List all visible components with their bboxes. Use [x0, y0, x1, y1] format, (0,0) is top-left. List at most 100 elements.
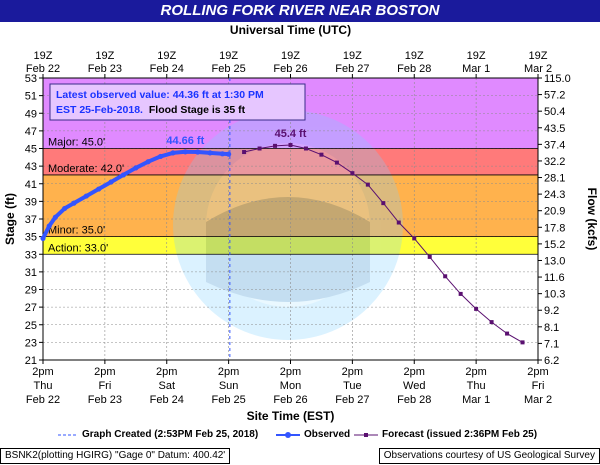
x-tick-label-date: Feb 25 [212, 394, 246, 406]
x-tick-label-day: Mon [280, 380, 301, 392]
flood-label-action: Action: 33.0' [48, 242, 108, 254]
observed-point [219, 151, 226, 157]
x-tick-label-date: Mar 1 [462, 394, 490, 406]
x-tick-label-date: Feb 26 [273, 394, 307, 406]
y-tick-label: 23 [25, 337, 37, 349]
flow-tick-label: 13.0 [544, 255, 565, 267]
x-top-label-date: Feb 22 [26, 63, 60, 75]
chart-title: ROLLING FORK RIVER NEAR BOSTON [0, 0, 600, 22]
x-top-label-date: Feb 27 [335, 63, 369, 75]
forecast-point [288, 142, 293, 147]
y-tick-label: 27 [25, 302, 37, 314]
forecast-peak-label: 45.4 ft [275, 128, 307, 140]
x-top-label-date: Feb 26 [273, 63, 307, 75]
observed-point [108, 179, 114, 185]
flow-tick-label: 7.1 [544, 338, 559, 350]
x-tick-label-time: 2pm [94, 366, 115, 378]
info-line-2: EST 25-Feb-2018. Flood Stage is 35 ft [56, 104, 246, 116]
y-tick-label: 49 [25, 108, 37, 120]
top-axis-title: Universal Time (UTC) [230, 23, 351, 37]
x-top-label-time: 19Z [405, 50, 424, 62]
flood-label-moderate: Moderate: 42.0' [48, 163, 124, 175]
flow-tick-label: 15.2 [544, 239, 565, 251]
x-tick-label-day: Wed [403, 380, 425, 392]
x-tick-label-day: Thu [467, 380, 486, 392]
observed-point [71, 200, 77, 206]
forecast-point [334, 160, 339, 165]
hydrograph-chart: 21 23 25 27 29 31 33 35 37 39 41 43 45 47 49 51 53 6.2 7.1… [3, 23, 599, 423]
legend-row: Graph Created (2:53PM Feb 25, 2018) Obse… [0, 426, 600, 444]
flow-tick-label: 17.8 [544, 222, 565, 234]
forecast-point [412, 236, 417, 241]
forecast-point [489, 320, 494, 325]
observed-point [120, 172, 127, 178]
x-tick-label-day: Sat [158, 380, 175, 392]
flow-tick-label: 50.4 [544, 106, 565, 118]
x-tick-label-day: Sun [219, 380, 239, 392]
x-tick-label-time: 2pm [527, 366, 548, 378]
flow-tick-label: 57.2 [544, 90, 565, 102]
forecast-point [273, 143, 278, 148]
y-tick-label: 51 [25, 91, 37, 103]
x-tick-label-date: Feb 28 [397, 394, 431, 406]
x-top-label-time: 19Z [343, 50, 362, 62]
x-top-label-date: Mar 1 [462, 63, 490, 75]
forecast-point [303, 146, 308, 151]
info-line-1: Latest observed value: 44.36 ft at 1:30 … [56, 89, 264, 101]
forecast-point [427, 254, 432, 259]
y-tick-label: 47 [25, 126, 37, 138]
x-top-label-time: 19Z [281, 50, 300, 62]
x-tick-label-time: 2pm [32, 366, 53, 378]
y-tick-label: 43 [25, 161, 37, 173]
flow-tick-label: 9.2 [544, 305, 559, 317]
forecast-point [520, 340, 525, 345]
x-top-label-time: 19Z [467, 50, 486, 62]
y-tick-label: 41 [25, 179, 37, 191]
x-tick-label-time: 2pm [218, 366, 239, 378]
footer-row: BSNK2(plotting HGIRG) "Gage 0" Datum: 40… [0, 446, 600, 465]
observed-point [40, 235, 46, 241]
x-tick-label-time: 2pm [280, 366, 301, 378]
noaa-watermark [173, 110, 403, 340]
observed-point [133, 165, 139, 171]
left-axis-title: Stage (ft) [3, 193, 17, 245]
x-top-label-time: 19Z [95, 50, 114, 62]
legend-graph-created-label: Graph Created (2:53PM Feb 25, 2018) [82, 429, 259, 440]
forecast-point [350, 171, 355, 176]
observed-point [207, 150, 213, 156]
observed-peak-label: 44.66 ft [166, 135, 204, 147]
legend-forecast-label: Forecast (issued 2:36PM Feb 25) [382, 429, 538, 440]
observed-point [145, 159, 151, 165]
x-top-label-time: 19Z [219, 50, 238, 62]
x-tick-label-date: Feb 23 [88, 394, 122, 406]
flow-tick-label: 32.2 [544, 156, 565, 168]
legend-observed-label: Observed [304, 429, 351, 440]
observed-point [96, 186, 102, 192]
forecast-point [458, 291, 463, 296]
forecast-point [365, 182, 370, 187]
x-tick-label-time: 2pm [404, 366, 425, 378]
observed-point [195, 149, 201, 155]
legend-forecast-marker [364, 433, 368, 437]
observed-point [170, 150, 176, 156]
observed-point [46, 223, 52, 229]
y-tick-label: 35 [25, 232, 37, 244]
y-tick-label: 29 [25, 285, 37, 297]
flood-label-minor: Minor: 35.0' [48, 225, 105, 237]
observed-point [52, 214, 58, 220]
x-top-label-date: Mar 2 [524, 63, 552, 75]
bottom-axis-title: Site Time (EST) [247, 409, 335, 423]
y-tick-label: 31 [25, 267, 37, 279]
forecast-point [319, 152, 324, 157]
x-tick-label-date: Feb 24 [150, 394, 184, 406]
info-line-2-flood: Flood Stage is 35 ft [149, 104, 246, 116]
band-action [43, 236, 538, 255]
x-top-label-time: 19Z [34, 50, 53, 62]
flow-tick-label: 6.2 [544, 355, 559, 367]
flow-tick-label: 8.1 [544, 322, 559, 334]
y-tick-label: 25 [25, 320, 37, 332]
flow-tick-label: 24.3 [544, 189, 565, 201]
right-axis-title: Flow (kcfs) [585, 188, 599, 251]
observed-point [62, 205, 68, 212]
y-tick-label: 21 [25, 355, 37, 367]
